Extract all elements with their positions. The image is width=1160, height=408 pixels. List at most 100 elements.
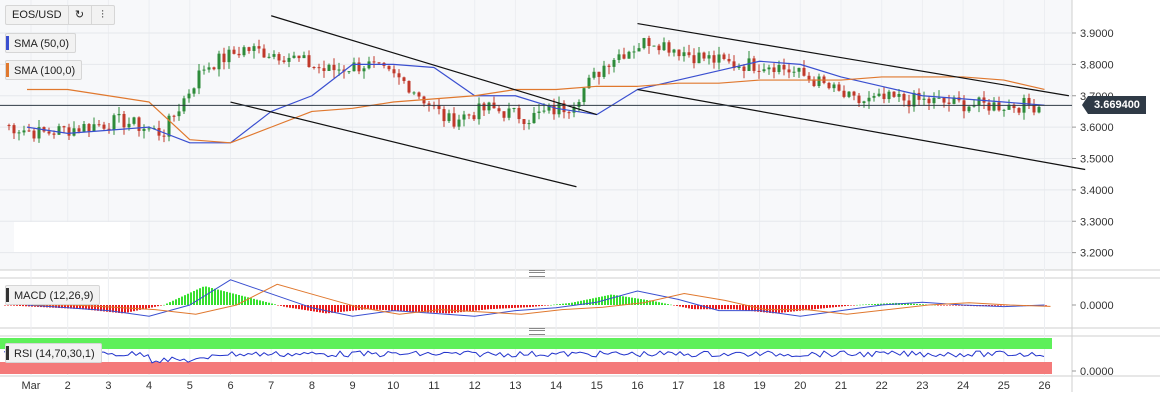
candle-body [807,75,811,80]
candle-body [57,126,61,135]
x-tick-label: 16 [631,380,643,392]
macd-hist-bar [622,296,624,305]
macd-hist-bar [1003,305,1005,306]
macd-hist-bar [667,304,669,305]
candle-body [777,64,781,73]
candle-body [372,61,376,63]
macd-hist-bar [529,305,531,308]
candle-body [137,117,141,131]
sma100-legend[interactable]: SMA (100,0) [5,60,83,80]
macd-hist-bar [910,303,912,305]
macd-hist-bar [568,303,570,305]
macd-y-tick-label: 0.0000 [1080,300,1114,312]
candle-body [812,79,816,87]
macd-hist-bar [553,304,555,306]
macd-hist-bar [412,305,414,312]
candle-body [842,90,846,97]
rsi-legend[interactable]: RSI (14,70,30,1) [5,343,102,363]
candle-body [507,108,511,118]
candle-body [37,127,41,139]
candle-body [537,111,541,113]
macd-hist-bar [871,304,873,305]
macd-hist-bar [844,305,846,307]
candle-body [97,124,101,126]
candle-body [832,84,836,89]
candle-body [77,128,81,132]
symbol-toolbar: EOS/USD ↻ ⫶ [5,5,115,25]
macd-hist-bar [949,305,951,306]
refresh-icon[interactable]: ↻ [67,5,91,25]
macd-hist-bar [820,305,822,309]
candle-body [642,38,646,49]
macd-hist-bar [682,305,684,308]
x-tick-label: 21 [835,380,847,392]
macd-hist-bar [208,287,210,305]
bar-replay-icon[interactable]: ⫶ [90,5,114,25]
macd-hist-bar [463,305,465,312]
macd-hist-bar [850,305,852,306]
symbol-label[interactable]: EOS/USD [12,9,62,21]
macd-hist-bar [580,300,582,305]
macd-hist-bar [445,305,447,314]
macd-hist-bar [343,305,345,312]
macd-hist-bar [193,290,195,305]
macd-hist-bar [217,289,219,305]
candle-body [282,60,286,62]
macd-hist-bar [940,305,942,306]
sma50-color-swatch [6,36,9,50]
macd-hist-bar [280,305,282,306]
candle-body [387,65,391,70]
x-tick-label: 9 [350,380,356,392]
macd-hist-bar [247,297,249,305]
macd-hist-bar [751,305,753,312]
macd-hist-bar [442,305,444,314]
candle-body [637,48,641,52]
macd-hist-bar [556,304,558,305]
macd-hist-bar [418,305,420,312]
y-tick-label: 3.2000 [1080,248,1114,260]
candle-body [117,113,121,116]
macd-hist-bar [439,305,441,313]
macd-hist-bar [214,288,216,305]
macd-hist-bar [472,305,474,311]
candle-body [602,65,606,77]
macd-hist-bar [718,305,720,310]
macd-hist-bar [1000,305,1002,306]
macd-hist-bar [781,305,783,313]
macd-hist-bar [349,305,351,311]
candle-body [897,93,901,97]
macd-hist-bar [235,294,237,305]
pane-resize-handle-1[interactable] [529,270,545,277]
macd-hist-bar [145,305,147,309]
sma50-legend[interactable]: SMA (50,0) [5,33,77,53]
candle-body [1007,104,1011,110]
candle-body [687,52,691,56]
macd-hist-bar [817,305,819,309]
macd-hist-bar [865,304,867,305]
candle-body [292,55,296,58]
macd-hist-bar [196,289,198,305]
macd-hist-bar [937,305,939,306]
candle-body [457,119,461,127]
macd-hist-bar [148,305,150,309]
macd-hist-bar [616,295,618,305]
candle-body [747,58,751,72]
candle-body [87,124,91,132]
macd-label: MACD (12,26,9) [14,290,94,302]
macd-hist-bar [274,304,276,305]
macd-hist-bar [304,305,306,311]
macd-hist-bar [766,305,768,313]
macd-hist-bar [232,293,234,305]
candle-body [472,115,476,120]
candle-body [397,73,401,78]
candle-body [17,132,21,134]
pane-resize-handle-2[interactable] [529,328,545,335]
macd-hist-bar [934,304,936,306]
macd-color-swatch [6,288,9,302]
macd-hist-bar [784,305,786,313]
candle-body [1002,109,1006,111]
candle-body [412,92,416,94]
macd-legend[interactable]: MACD (12,26,9) [5,285,101,305]
macd-hist-bar [325,305,327,314]
